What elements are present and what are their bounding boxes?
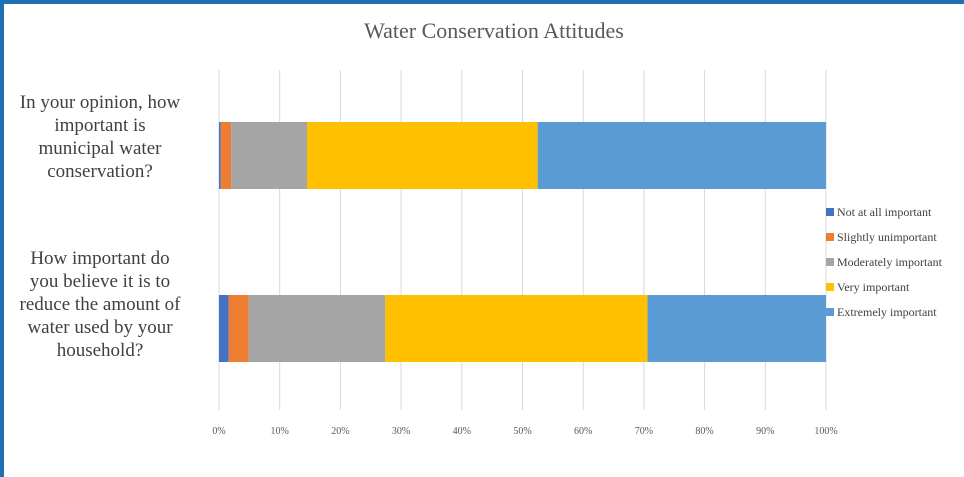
bar-segment: [231, 122, 308, 189]
x-tick-label: 60%: [574, 426, 592, 437]
x-tick-label: 100%: [814, 426, 837, 437]
bar-segment: [248, 295, 386, 362]
bar-segment: [385, 295, 648, 362]
legend-label: Extremely important: [837, 305, 937, 319]
bar-segment: [220, 122, 232, 189]
x-tick-label: 50%: [513, 426, 531, 437]
legend-swatch: [826, 208, 834, 216]
frame-border-left: [0, 0, 4, 477]
category-labels: In your opinion, how important is municipa…: [20, 92, 182, 361]
x-axis-ticks: 0% 10% 20% 30% 40% 50% 60% 70% 80% 90% 100%: [212, 426, 837, 437]
bar-segment: [228, 295, 249, 362]
bar-segment: [307, 122, 538, 189]
x-tick-label: 90%: [756, 426, 774, 437]
x-tick-label: 80%: [695, 426, 713, 437]
x-tick-label: 70%: [635, 426, 653, 437]
category-label: How important do you believe it is to redu…: [20, 248, 182, 361]
x-tick-label: 0%: [212, 426, 225, 437]
x-tick-label: 10%: [271, 426, 289, 437]
legend-swatch: [826, 308, 834, 316]
x-tick-label: 20%: [331, 426, 349, 437]
bars: [219, 122, 826, 362]
legend-label: Slightly unimportant: [837, 230, 937, 244]
bar-segment: [647, 295, 826, 362]
chart-title: Water Conservation Attitudes: [364, 18, 624, 43]
frame-border-top: [0, 0, 964, 4]
legend: Not at all important Slightly unimportant…: [826, 205, 943, 319]
x-tick-label: 40%: [453, 426, 471, 437]
legend-swatch: [826, 233, 834, 241]
legend-swatch: [826, 283, 834, 291]
legend-label: Very important: [837, 280, 910, 294]
legend-label: Not at all important: [837, 205, 932, 219]
bar-segment: [219, 122, 221, 189]
bar-segment: [219, 295, 229, 362]
legend-label: Moderately important: [837, 255, 943, 269]
bar-segment: [537, 122, 826, 189]
legend-swatch: [826, 258, 834, 266]
x-tick-label: 30%: [392, 426, 410, 437]
category-label: In your opinion, how important is municipa…: [20, 92, 181, 182]
